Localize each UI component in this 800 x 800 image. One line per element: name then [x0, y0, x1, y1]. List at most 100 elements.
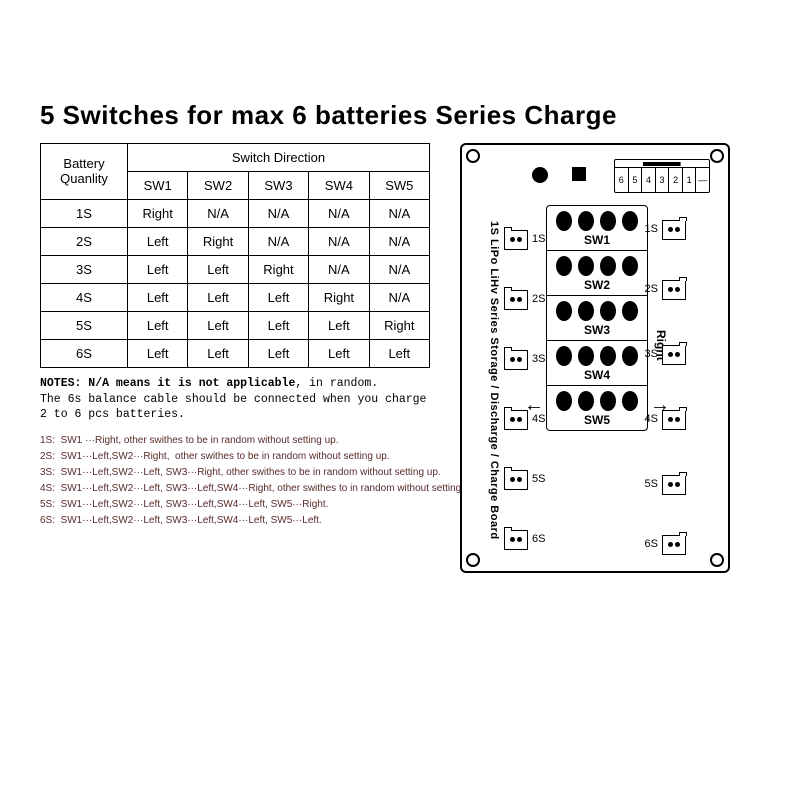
- left-column: BatteryQuanlity Switch Direction SW1SW2S…: [40, 143, 430, 529]
- page-title: 5 Switches for max 6 batteries Series Ch…: [40, 100, 760, 131]
- cell-dir: N/A: [369, 256, 429, 284]
- switch-block: SW1 SW2 SW3 SW4 SW5: [546, 205, 648, 431]
- cell-qty: 3S: [41, 256, 128, 284]
- switch-direction-table: BatteryQuanlity Switch Direction SW1SW2S…: [40, 143, 430, 368]
- th-switch-direction: Switch Direction: [128, 144, 430, 172]
- cell-dir: Left: [309, 340, 369, 368]
- hdr-pin: —: [695, 168, 709, 192]
- rules-list: 1S: SW1 ···Right, other swithes to be in…: [40, 433, 430, 529]
- led-round-icon: [532, 167, 548, 183]
- cell-dir: Left: [188, 256, 248, 284]
- mount-hole-icon: [710, 149, 724, 163]
- rule-line: 3S: SW1···Left,SW2···Left, SW3···Right, …: [40, 465, 430, 481]
- hdr-pin: 5: [628, 168, 642, 192]
- cell-dir: Left: [248, 284, 308, 312]
- cell-dir: Left: [248, 312, 308, 340]
- cell-dir: Left: [188, 284, 248, 312]
- th-sw1: SW1: [128, 172, 188, 200]
- switch-sw1: SW1: [547, 206, 647, 251]
- cell-dir: N/A: [248, 228, 308, 256]
- pcb-description: 1S LiPo LiHv Series Storage / Discharge …: [488, 200, 500, 560]
- switch-sw2: SW2: [547, 251, 647, 296]
- connector-5s-right: [662, 475, 686, 495]
- connector-label: 1S: [645, 223, 658, 235]
- cell-dir: Left: [309, 312, 369, 340]
- cell-dir: N/A: [309, 228, 369, 256]
- balance-header: 654321—: [614, 159, 710, 193]
- cell-dir: N/A: [369, 200, 429, 228]
- cell-qty: 1S: [41, 200, 128, 228]
- table-row: 5SLeftLeftLeftLeftRight: [41, 312, 430, 340]
- led-square-icon: [572, 167, 586, 181]
- mount-hole-icon: [710, 553, 724, 567]
- connector-label: 6S: [645, 538, 658, 550]
- cell-dir: Right: [188, 228, 248, 256]
- connector-4s-right: [662, 410, 686, 430]
- cell-dir: Right: [128, 200, 188, 228]
- cell-dir: Left: [248, 340, 308, 368]
- connector-1s-left: [504, 230, 528, 250]
- cell-dir: Left: [128, 312, 188, 340]
- cell-dir: N/A: [188, 200, 248, 228]
- switch-sw5: SW5: [547, 386, 647, 430]
- cell-qty: 5S: [41, 312, 128, 340]
- switch-label: SW1: [584, 233, 610, 250]
- rule-line: 5S: SW1···Left,SW2···Left, SW3···Left,SW…: [40, 497, 430, 513]
- table-row: 1SRightN/AN/AN/AN/A: [41, 200, 430, 228]
- rule-line: 6S: SW1···Left,SW2···Left, SW3···Left,SW…: [40, 513, 430, 529]
- switch-label: SW2: [584, 278, 610, 295]
- connector-label: 1S: [532, 233, 545, 245]
- switch-label: SW3: [584, 323, 610, 340]
- connector-3s-left: [504, 350, 528, 370]
- cell-dir: N/A: [369, 284, 429, 312]
- connector-label: 2S: [532, 293, 545, 305]
- cell-dir: Left: [369, 340, 429, 368]
- connector-label: 2S: [645, 283, 658, 295]
- mount-hole-icon: [466, 553, 480, 567]
- table-row: 4SLeftLeftLeftRightN/A: [41, 284, 430, 312]
- connector-6s-left: [504, 530, 528, 550]
- notes-block: NOTES: N/A means it is not applicable, i…: [40, 376, 430, 423]
- th-sw4: SW4: [309, 172, 369, 200]
- table-row: 2SLeftRightN/AN/AN/A: [41, 228, 430, 256]
- th-battery-qty: BatteryQuanlity: [41, 144, 128, 200]
- cell-dir: Left: [128, 340, 188, 368]
- cell-qty: 4S: [41, 284, 128, 312]
- switch-label: SW4: [584, 368, 610, 385]
- pcb-diagram: 654321— 1S LiPo LiHv Series Storage / Di…: [460, 143, 730, 573]
- cell-dir: Left: [128, 228, 188, 256]
- connector-label: 5S: [645, 478, 658, 490]
- table-row: 3SLeftLeftRightN/AN/A: [41, 256, 430, 284]
- hdr-pin: 3: [655, 168, 669, 192]
- cell-qty: 2S: [41, 228, 128, 256]
- th-sw5: SW5: [369, 172, 429, 200]
- cell-dir: Right: [369, 312, 429, 340]
- connector-1s-right: [662, 220, 686, 240]
- connector-label: 5S: [532, 473, 545, 485]
- connector-label: 3S: [645, 348, 658, 360]
- rule-line: 1S: SW1 ···Right, other swithes to be in…: [40, 433, 430, 449]
- connector-6s-right: [662, 535, 686, 555]
- cell-dir: N/A: [309, 256, 369, 284]
- rule-line: 4S: SW1···Left,SW2···Left, SW3···Left,SW…: [40, 481, 430, 497]
- cell-dir: Right: [309, 284, 369, 312]
- cell-dir: Left: [128, 256, 188, 284]
- connector-2s-right: [662, 280, 686, 300]
- hdr-pin: 4: [641, 168, 655, 192]
- connector-4s-left: [504, 410, 528, 430]
- cell-dir: Left: [188, 340, 248, 368]
- connector-label: 6S: [532, 533, 545, 545]
- cell-dir: N/A: [369, 228, 429, 256]
- cell-qty: 6S: [41, 340, 128, 368]
- hdr-pin: 1: [682, 168, 696, 192]
- cell-dir: N/A: [309, 200, 369, 228]
- connector-label: 4S: [645, 413, 658, 425]
- connector-label: 4S: [532, 413, 545, 425]
- th-sw3: SW3: [248, 172, 308, 200]
- cell-dir: Left: [128, 284, 188, 312]
- connector-3s-right: [662, 345, 686, 365]
- connector-label: 3S: [532, 353, 545, 365]
- switch-label: SW5: [584, 413, 610, 430]
- hdr-pin: 6: [615, 168, 628, 192]
- cell-dir: Left: [188, 312, 248, 340]
